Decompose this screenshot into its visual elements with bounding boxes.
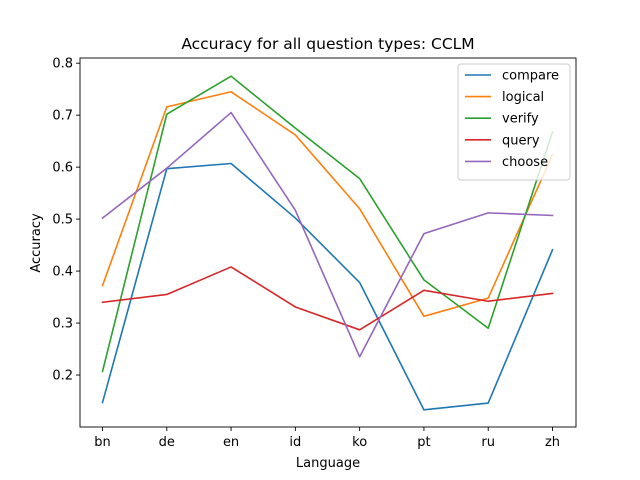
y-tick-label-4: 0.6 xyxy=(52,161,73,176)
plot-area: bn de en id ko pt ru zh 0.2 0.3 0.4 0.5 0.6 0.7 0.8 com… xyxy=(52,57,577,450)
legend-label-choose: choose xyxy=(502,155,548,170)
series-line-compare xyxy=(101,162,554,411)
series-line-query xyxy=(101,266,554,331)
chart-title: Accuracy for all question types: CCLM xyxy=(181,35,474,53)
plot-frame xyxy=(79,57,577,428)
x-tick-label-id: id xyxy=(289,435,301,450)
legend-label-query: query xyxy=(502,133,540,148)
x-tick-label-ko: ko xyxy=(352,435,367,450)
legend-label-compare: compare xyxy=(502,69,559,84)
y-tick-label-1: 0.3 xyxy=(52,317,73,332)
y-tick-label-0: 0.2 xyxy=(52,369,73,384)
y-tick-label-3: 0.5 xyxy=(52,213,73,228)
y-tick-label-2: 0.4 xyxy=(52,265,73,280)
x-tick-label-ru: ru xyxy=(481,435,495,450)
series-line-choose xyxy=(101,111,554,358)
series-line-logical xyxy=(101,90,554,318)
legend-label-verify: verify xyxy=(502,112,539,127)
x-tick-label-en: en xyxy=(223,435,239,450)
y-tick-label-5: 0.7 xyxy=(52,109,73,124)
x-tick-label-de: de xyxy=(159,435,175,450)
x-tick-label-pt: pt xyxy=(417,435,430,450)
y-axis-label: Accuracy xyxy=(29,213,44,273)
series-line-verify xyxy=(101,75,554,373)
x-axis-label: Language xyxy=(296,456,360,471)
x-tick-label-zh: zh xyxy=(545,435,560,450)
legend-label-logical: logical xyxy=(502,90,544,105)
legend-box xyxy=(457,63,571,181)
y-tick-label-6: 0.8 xyxy=(52,57,73,72)
x-tick-label-bn: bn xyxy=(94,435,111,450)
